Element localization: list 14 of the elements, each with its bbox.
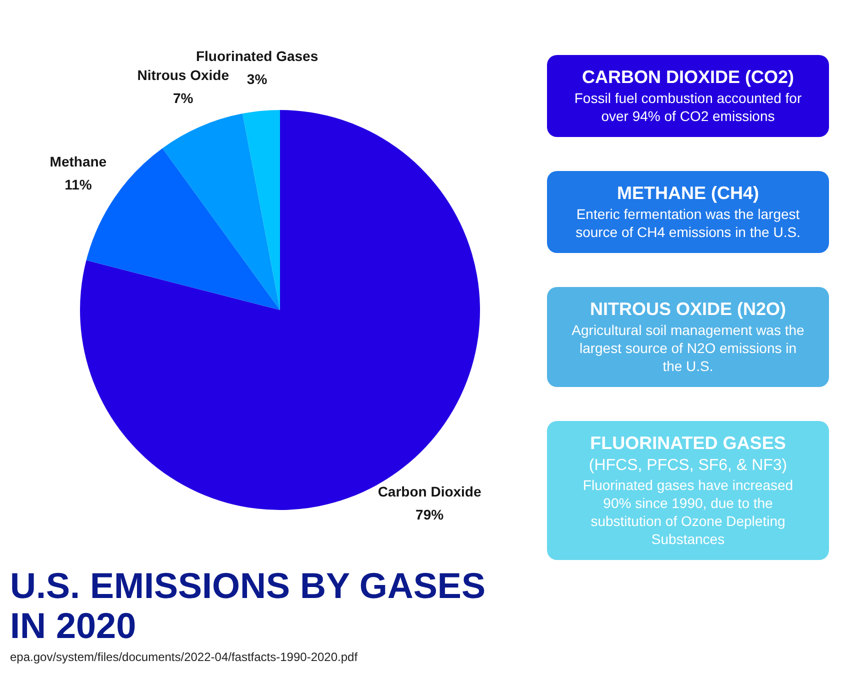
info-card: FLUORINATED GASES (HFCS, PFCS, SF6, & NF3) Fluorinated gases have increased 90% since 1990, due to the substitution of Ozone Depleting Substances [547,421,829,560]
text: epa.gov/system/files/documents/2022-04/fastfacts-1990-2020.pdf [10,650,358,665]
data-label: 3% [246,70,268,87]
data-label: 79% [416,506,444,523]
slice-label: Methane [50,154,107,170]
data-label: 7% [172,90,194,106]
info-card: NITROUS OXIDE (N2O) Agricultural soil management was the largest source of N2O emissions in the U.S. [547,287,829,387]
info-card: CARBON DIOXIDE (CO2) Fossil fuel combustion accounted for over 94% of CO2 emissions [547,55,829,137]
slice-label: Fluorinated Gases [196,48,318,64]
slice-label: Carbon Dioxide [378,484,482,500]
info-card: METHANE (CH4) Enteric fermentation was the largest source of CH4 emissions in the U.S. [547,171,829,253]
slice-label: Nitrous Oxide [137,66,230,83]
data-label: 11% [64,176,92,193]
text: U.S. EMISSIONS BY GASES IN 2020 [10,565,486,646]
